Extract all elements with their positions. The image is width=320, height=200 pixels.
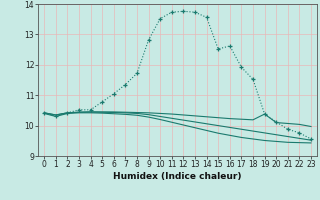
X-axis label: Humidex (Indice chaleur): Humidex (Indice chaleur)	[113, 172, 242, 181]
